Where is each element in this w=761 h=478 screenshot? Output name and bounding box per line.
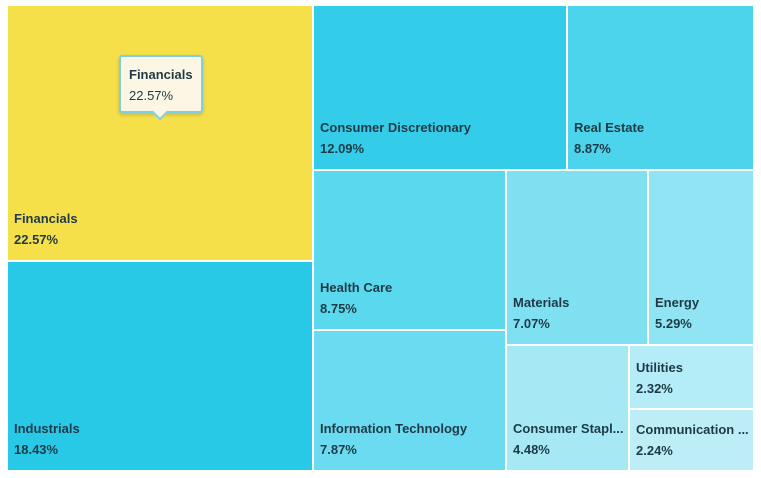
- tile-label: Financials 22.57%: [14, 211, 310, 247]
- tile-value: 12.09%: [320, 141, 365, 156]
- tile-name: Real Estate: [574, 120, 645, 135]
- tile-label: Industrials 18.43%: [14, 421, 310, 457]
- tile-label: Consumer Stapl... 4.48%: [513, 421, 626, 457]
- tile-name: Information Technology: [320, 421, 468, 436]
- tile-value: 8.75%: [320, 301, 357, 316]
- treemap-tile-utilities[interactable]: Utilities 2.32%: [629, 345, 754, 409]
- tile-value: 8.87%: [574, 141, 611, 156]
- tile-value: 5.29%: [655, 316, 692, 331]
- tile-label: Health Care 8.75%: [320, 280, 503, 316]
- treemap-tile-real-estate[interactable]: Real Estate 8.87%: [567, 5, 754, 170]
- treemap-tile-communication[interactable]: Communication ... 2.24%: [629, 409, 754, 471]
- treemap-chart: Financials 22.57% Industrials 18.43% Consume…: [7, 5, 754, 471]
- tile-value: 2.24%: [636, 443, 673, 458]
- tile-name: Materials: [513, 295, 570, 310]
- tile-label: Information Technology 7.87%: [320, 421, 503, 457]
- treemap-tile-materials[interactable]: Materials 7.07%: [506, 170, 648, 345]
- tile-name: Industrials: [14, 421, 80, 436]
- treemap-tile-information-technology[interactable]: Information Technology 7.87%: [313, 330, 506, 471]
- tile-value: 4.48%: [513, 442, 550, 457]
- tile-name: Utilities: [636, 360, 683, 375]
- tile-name: Energy: [655, 295, 700, 310]
- tile-value: 7.07%: [513, 316, 550, 331]
- tile-value: 2.32%: [636, 381, 673, 396]
- tile-value: 7.87%: [320, 442, 357, 457]
- tile-name: Financials: [14, 211, 78, 226]
- tile-value: 22.57%: [14, 232, 59, 247]
- tooltip-value: 22.57%: [129, 88, 174, 103]
- treemap-tile-financials[interactable]: Financials 22.57%: [7, 5, 313, 261]
- chart-tooltip: Financials 22.57%: [119, 55, 203, 121]
- treemap-tile-consumer-stapl[interactable]: Consumer Stapl... 4.48%: [506, 345, 629, 471]
- tile-label: Consumer Discretionary 12.09%: [320, 120, 564, 156]
- treemap-tile-energy[interactable]: Energy 5.29%: [648, 170, 754, 345]
- treemap-tile-industrials[interactable]: Industrials 18.43%: [7, 261, 313, 471]
- treemap-tile-consumer-discretionary[interactable]: Consumer Discretionary 12.09%: [313, 5, 567, 170]
- tile-name: Consumer Stapl...: [513, 421, 624, 436]
- tile-label: Materials 7.07%: [513, 295, 645, 331]
- tile-name: Communication ...: [636, 422, 749, 437]
- treemap-tile-health-care[interactable]: Health Care 8.75%: [313, 170, 506, 330]
- tile-label: Real Estate 8.87%: [574, 120, 751, 156]
- tile-name: Consumer Discretionary: [320, 120, 471, 135]
- tile-label: Communication ... 2.24%: [636, 422, 751, 458]
- tile-name: Health Care: [320, 280, 393, 295]
- tile-label: Energy 5.29%: [655, 295, 751, 331]
- tile-label: Utilities 2.32%: [636, 360, 751, 396]
- tile-value: 18.43%: [14, 442, 59, 457]
- tooltip-name: Financials: [129, 67, 193, 82]
